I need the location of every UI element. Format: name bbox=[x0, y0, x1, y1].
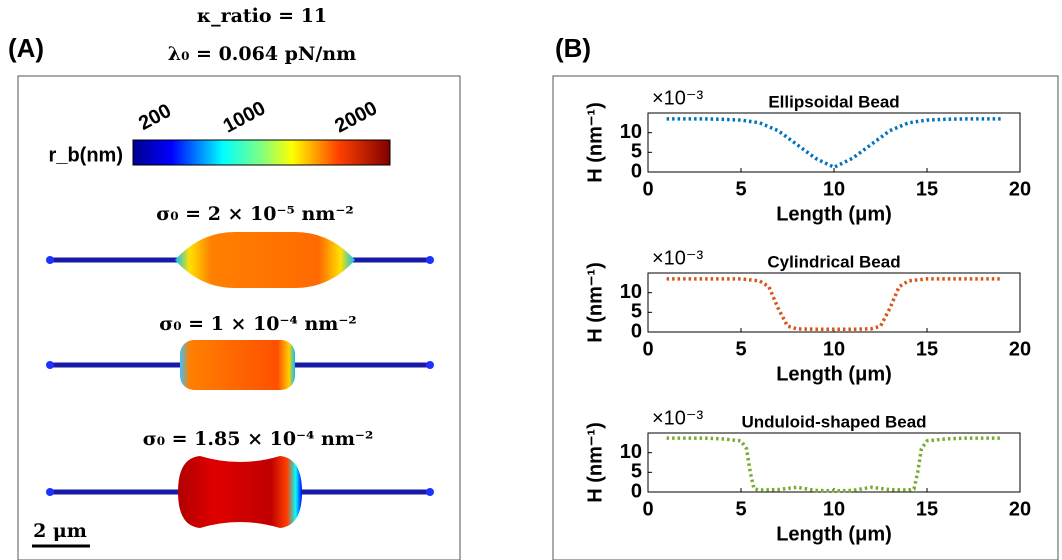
line bbox=[666, 117, 1002, 170]
bead-label: σ₀ = 1 × 10⁻⁴ nm⁻² bbox=[159, 313, 357, 335]
colorbar-label: r_b(nm) bbox=[49, 144, 123, 166]
chart-title: Cylindrical Bead bbox=[767, 252, 900, 271]
axes-frame bbox=[647, 432, 1021, 493]
line bbox=[666, 436, 1002, 493]
y-multiplier: ×10⁻³ bbox=[652, 87, 703, 109]
x-tick-label: 0 bbox=[642, 498, 653, 520]
x-tick-label: 20 bbox=[1009, 338, 1031, 360]
x-tick-label: 15 bbox=[916, 498, 938, 520]
y-tick-label: 0 bbox=[631, 480, 642, 502]
bead-label: σ₀ = 1.85 × 10⁻⁴ nm⁻² bbox=[143, 428, 374, 450]
x-axis-label: Length (μm) bbox=[776, 363, 892, 385]
x-tick-label: 15 bbox=[916, 178, 938, 200]
y-tick-label: 0 bbox=[631, 320, 642, 342]
scale-bar-label: 2 μm bbox=[33, 520, 87, 542]
y-tick-label: 10 bbox=[620, 441, 642, 463]
panel-label: (B) bbox=[555, 33, 591, 63]
x-tick-label: 5 bbox=[735, 498, 746, 520]
x-tick-label: 5 bbox=[735, 178, 746, 200]
axes-frame bbox=[647, 272, 1021, 333]
y-tick-label: 5 bbox=[631, 141, 642, 163]
kappa: κ_ratio = 11 bbox=[197, 5, 327, 27]
x-tick-label: 0 bbox=[642, 338, 653, 360]
y-tick-label: 10 bbox=[620, 121, 642, 143]
y-tick-label: 0 bbox=[631, 160, 642, 182]
bead-label: σ₀ = 2 × 10⁻⁵ nm⁻² bbox=[156, 203, 354, 225]
beads: σ₀ = 2 × 10⁻⁵ nm⁻² σ₀ = 1 × 10⁻⁴ nm⁻² σ₀… bbox=[46, 203, 434, 528]
x-tick-label: 20 bbox=[1009, 178, 1031, 200]
y-multiplier: ×10⁻³ bbox=[652, 407, 703, 429]
y-axis-label: H (nm⁻¹) bbox=[584, 262, 606, 343]
colorbar-tick-label: 1000 bbox=[220, 97, 270, 137]
x-tick-label: 10 bbox=[823, 178, 845, 200]
panel-frame bbox=[552, 75, 1059, 560]
colorbar bbox=[132, 139, 391, 166]
x-axis-label: Length (μm) bbox=[776, 523, 892, 545]
y-axis-label: H (nm⁻¹) bbox=[584, 422, 606, 503]
x-tick-label: 0 bbox=[642, 178, 653, 200]
x-axis-label: Length (μm) bbox=[776, 203, 892, 225]
panel-frame bbox=[17, 75, 461, 560]
y-tick-label: 5 bbox=[631, 461, 642, 483]
panel-label: (A) bbox=[8, 33, 44, 63]
colorbar-tick-label: 200 bbox=[135, 100, 175, 135]
axes-frame bbox=[647, 112, 1021, 173]
colorbar-tick-label: 2000 bbox=[331, 97, 381, 137]
x-tick-label: 15 bbox=[916, 338, 938, 360]
chart-title: Unduloid-shaped Bead bbox=[741, 412, 926, 431]
x-tick-label: 20 bbox=[1009, 498, 1031, 520]
line bbox=[666, 277, 1002, 331]
y-axis-label: H (nm⁻¹) bbox=[584, 102, 606, 183]
y-multiplier: ×10⁻³ bbox=[652, 247, 703, 269]
x-tick-label: 5 bbox=[735, 338, 746, 360]
lambda: λ₀ = 0.064 pN/nm bbox=[168, 43, 356, 65]
y-tick-label: 10 bbox=[620, 281, 642, 303]
x-tick-label: 10 bbox=[823, 338, 845, 360]
x-tick-label: 10 bbox=[823, 498, 845, 520]
y-tick-label: 5 bbox=[631, 301, 642, 323]
chart-title: Ellipsoidal Bead bbox=[768, 92, 899, 111]
